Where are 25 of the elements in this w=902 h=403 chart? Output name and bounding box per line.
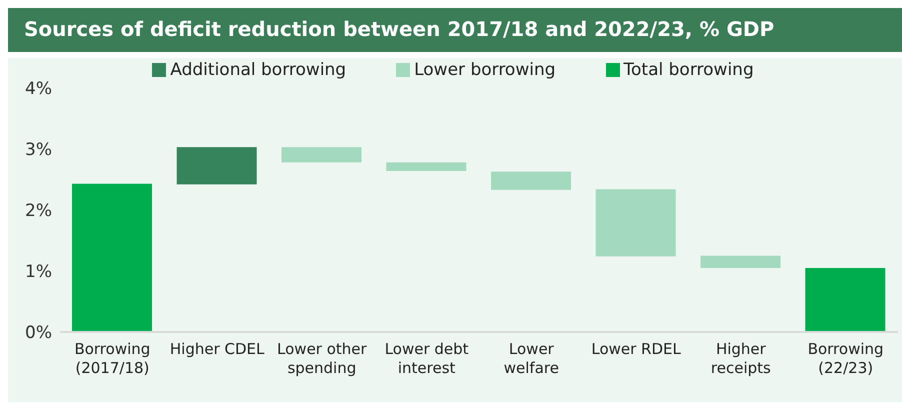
- legend-label: Total borrowing: [624, 60, 754, 80]
- x-tick-label: Borrowing (22/23): [808, 340, 884, 377]
- y-tick-label: 1%: [25, 262, 52, 282]
- bar: [805, 268, 886, 332]
- legend-label: Additional borrowing: [170, 60, 346, 80]
- x-tick-label: Higher receipts: [710, 340, 772, 377]
- x-tick-label: Higher CDEL: [170, 340, 266, 358]
- bar: [176, 147, 257, 184]
- y-tick-label: 0%: [25, 323, 52, 344]
- bar: [700, 256, 780, 268]
- y-tick-label: 3%: [25, 140, 52, 160]
- bar: [596, 189, 676, 256]
- x-tick-label: Lower other spending: [277, 340, 368, 377]
- x-tick-label: Lower welfare: [504, 340, 559, 377]
- x-tick-label: Lower RDEL: [591, 340, 682, 358]
- bar: [386, 162, 466, 171]
- y-tick-label: 2%: [25, 201, 52, 222]
- x-tick-label: Lower debt interest: [384, 340, 469, 377]
- x-tick-label: Borrowing (2017/18): [74, 340, 150, 377]
- y-tick-label: 4%: [25, 79, 52, 100]
- bar: [491, 172, 571, 190]
- bar: [72, 184, 152, 332]
- legend-label: Lower borrowing: [414, 60, 556, 80]
- chart-title: Sources of deficit reduction between 2017/18 and 2022/23, % GDP: [8, 8, 902, 52]
- bar: [282, 147, 362, 162]
